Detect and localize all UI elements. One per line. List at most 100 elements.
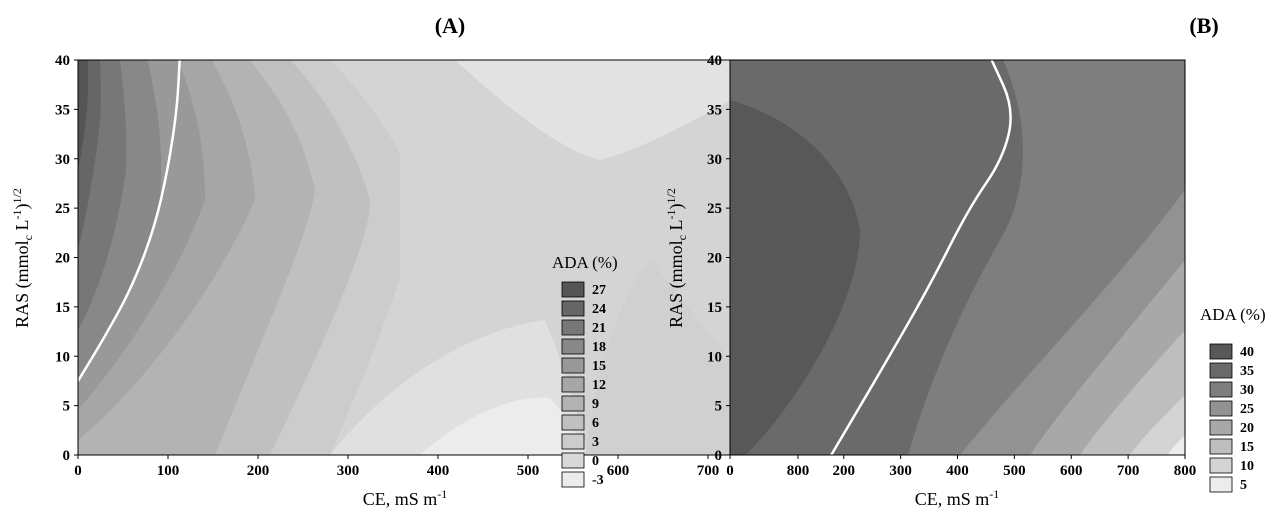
panel-a-legend-swatch xyxy=(561,357,585,374)
panel-a-contour-line xyxy=(76,59,181,382)
panel-a-x-tick-label: 200 xyxy=(247,463,270,479)
panel-b-y-tick-label: 40 xyxy=(707,53,722,69)
panel-b-legend: ADA (%) 40 35 30 25 20 15 10 5 xyxy=(1200,305,1266,493)
panel-b-legend-title: ADA (%) xyxy=(1200,305,1266,324)
panel-a-x-tick-label: 300 xyxy=(337,463,360,479)
panel-b-y-tick-label: 30 xyxy=(707,152,722,168)
panel-a: (A) 0 100 200 300 400 500 600 700 80 xyxy=(10,13,809,509)
panel-a-plot-area xyxy=(78,60,798,455)
panel-b-legend-swatch xyxy=(1209,457,1233,474)
panel-b-y-tick-label: 10 xyxy=(707,349,722,365)
panel-a-legend-items: 27 24 21 18 15 12 9 6 3 0 -3 xyxy=(561,281,606,488)
panel-b: (B) 0 200 300 400 500 600 700 800 0 5 10 15 20 25 30 3… xyxy=(664,13,1266,509)
panel-a-x-tick-label: 500 xyxy=(517,463,540,479)
panel-a-x-tick-label: 100 xyxy=(157,463,180,479)
panel-b-legend-swatch xyxy=(1209,362,1233,379)
panel-a-y-tick-label: 0 xyxy=(63,448,71,464)
panel-b-y-tick-label: 0 xyxy=(715,448,723,464)
panel-a-legend-label: 0 xyxy=(592,454,599,469)
panel-a-legend-label: 12 xyxy=(592,378,606,393)
panel-b-x-tick-label: 800 xyxy=(1174,463,1197,479)
panel-b-y-tick-label: 35 xyxy=(707,102,722,118)
panel-b-legend-label: 35 xyxy=(1240,364,1254,379)
panel-a-legend-swatch xyxy=(561,319,585,336)
panel-a-top-light xyxy=(455,60,798,160)
panel-a-y-tick-label: 30 xyxy=(55,152,70,168)
panel-a-legend-label: 24 xyxy=(592,302,606,317)
panel-b-legend-label: 5 xyxy=(1240,478,1247,493)
panel-b-legend-label: 25 xyxy=(1240,402,1254,417)
panel-a-x-tick-label: 800 xyxy=(787,463,810,479)
panel-b-band-10 xyxy=(1130,395,1185,455)
panel-a-legend-label: 6 xyxy=(592,416,599,431)
panel-b-y-tick-label: 5 xyxy=(715,399,723,415)
panel-a-y-tick-label: 15 xyxy=(55,300,70,316)
panel-a-legend-swatch xyxy=(561,414,585,431)
panel-b-legend-label: 40 xyxy=(1240,345,1254,360)
panel-a-y-ticks: 0 5 10 15 20 25 30 35 40 xyxy=(55,53,78,464)
panel-b-contour-line xyxy=(830,59,1012,456)
panel-b-legend-label: 10 xyxy=(1240,459,1254,474)
panel-a-legend-swatch xyxy=(561,300,585,317)
panel-a-x-ticks: 0 100 200 300 400 500 600 700 800 xyxy=(74,455,809,479)
panel-a-legend-label: 9 xyxy=(592,397,599,412)
panel-b-legend-swatch xyxy=(1209,438,1233,455)
panel-b-x-tick-label: 0 xyxy=(726,463,734,479)
panel-a-legend-label: -3 xyxy=(592,473,604,488)
panel-a-y-tick-label: 10 xyxy=(55,349,70,365)
panel-a-x-tick-label: 600 xyxy=(607,463,630,479)
panel-a-band-27 xyxy=(78,60,88,170)
panel-a-legend-label: 18 xyxy=(592,340,606,355)
panel-a-legend-swatch xyxy=(561,452,585,469)
panel-b-legend-swatch xyxy=(1209,381,1233,398)
panel-a-legend-label: 21 xyxy=(592,321,606,336)
panel-a-legend-label: 27 xyxy=(592,283,606,298)
panel-b-band-40 xyxy=(730,100,860,455)
panel-b-band-5 xyxy=(1168,435,1185,455)
panel-b-x-tick-label: 600 xyxy=(1060,463,1083,479)
panel-a-y-tick-label: 35 xyxy=(55,102,70,118)
panel-b-legend-swatch xyxy=(1209,476,1233,493)
panel-a-legend-swatch xyxy=(561,338,585,355)
panel-b-legend-label: 20 xyxy=(1240,421,1254,436)
panel-a-legend-label: 15 xyxy=(592,359,606,374)
panel-b-y-tick-label: 15 xyxy=(707,300,722,316)
panel-a-x-axis-title: CE, mS m-1 xyxy=(363,487,448,509)
panel-b-x-ticks: 0 200 300 400 500 600 700 800 xyxy=(726,455,1196,479)
panel-b-x-axis-title: CE, mS m-1 xyxy=(915,487,1000,509)
panel-a-y-tick-label: 25 xyxy=(55,201,70,217)
panel-b-y-tick-label: 25 xyxy=(707,201,722,217)
panel-a-legend-title: ADA (%) xyxy=(552,253,618,272)
panel-a-x-tick-label: 700 xyxy=(697,463,720,479)
panel-b-label: (B) xyxy=(1189,13,1218,38)
panel-b-legend-swatch xyxy=(1209,400,1233,417)
panel-b-x-tick-label: 400 xyxy=(946,463,969,479)
panel-b-y-tick-label: 20 xyxy=(707,251,722,267)
panel-a-x-tick-label: 400 xyxy=(427,463,450,479)
panel-b-x-tick-label: 700 xyxy=(1117,463,1140,479)
panel-a-legend-swatch xyxy=(561,433,585,450)
panel-b-legend-swatch xyxy=(1209,343,1233,360)
panel-a-x-tick-label: 0 xyxy=(74,463,82,479)
panel-a-y-tick-label: 40 xyxy=(55,53,70,69)
panel-a-legend-swatch xyxy=(561,471,585,488)
panel-a-label: (A) xyxy=(435,13,466,38)
panel-b-legend-swatch xyxy=(1209,419,1233,436)
panel-b-legend-label: 15 xyxy=(1240,440,1254,455)
panel-a-legend-swatch xyxy=(561,376,585,393)
panel-a-y-tick-label: 20 xyxy=(55,251,70,267)
panel-b-legend-label: 30 xyxy=(1240,383,1254,398)
panel-a-legend: ADA (%) 27 24 21 18 15 12 9 6 3 0 -3 xyxy=(552,253,618,488)
panel-b-y-ticks: 0 5 10 15 20 25 30 35 40 xyxy=(707,53,730,464)
panel-b-plot-area xyxy=(730,60,1185,455)
panel-a-bottom-lightest xyxy=(420,397,585,455)
panel-a-legend-label: 3 xyxy=(592,435,599,450)
panel-b-x-tick-label: 300 xyxy=(889,463,912,479)
panel-a-legend-swatch xyxy=(561,281,585,298)
panel-b-legend-items: 40 35 30 25 20 15 10 5 xyxy=(1209,343,1254,493)
panel-b-x-tick-label: 200 xyxy=(833,463,856,479)
panel-b-x-tick-label: 500 xyxy=(1003,463,1026,479)
panel-a-y-tick-label: 5 xyxy=(63,399,71,415)
panel-a-legend-swatch xyxy=(561,395,585,412)
